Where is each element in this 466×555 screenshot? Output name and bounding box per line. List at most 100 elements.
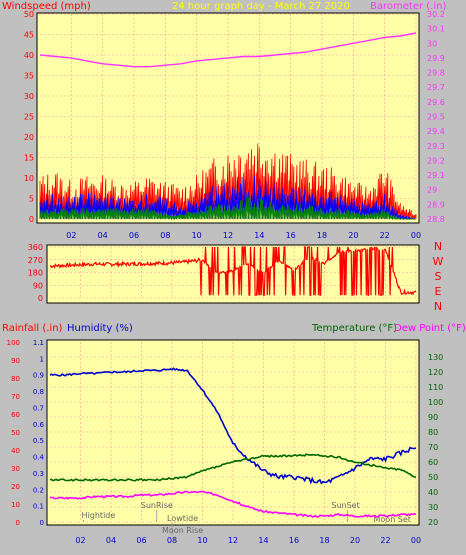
rain-tick-label: 60 [11,411,20,419]
time-tick-label: 10 [192,231,202,240]
barometer-tick-label: 29.1 [427,171,445,180]
event-label: SunRise [141,501,173,510]
time-tick-label: 20 [348,231,358,240]
time-tick-label: 22 [380,536,390,545]
humidity-tick-label: 0.9 [33,372,44,380]
wind-tick-label: 40 [24,51,34,60]
wind-tick-label: 5 [29,195,34,204]
humidity-tick-label: 1.1 [33,339,44,347]
time-tick-label: 06 [129,231,139,240]
barometer-axis-label: Barometer (.in) [370,1,446,12]
time-tick-label: 00 [411,231,421,240]
compass-label: N [434,240,442,253]
humidity-axis-label: Humidity (%) [67,323,133,334]
compass-label: S [435,270,442,283]
humidity-tick-label: 1 [40,355,44,363]
wind-tick-label: 45 [24,31,34,40]
temperature-tick-label: 90 [428,413,438,422]
dewpoint-axis-label: Dew Point (°F) [394,323,466,334]
event-label: Hightide [82,511,116,520]
rain-tick-label: 40 [11,447,20,455]
wind-tick-label: 0 [29,215,34,224]
rain-tick-label: 50 [11,429,20,437]
humidity-tick-label: 0.7 [33,404,44,412]
temperature-tick-label: 70 [428,443,438,452]
wind-tick-label: 30 [24,92,34,101]
barometer-tick-label: 29.2 [427,156,445,165]
barometer-tick-label: 30 [427,39,437,48]
wind-tick-label: 10 [24,174,34,183]
time-tick-label: 00 [411,536,421,545]
barometer-tick-label: 28.9 [427,200,445,209]
time-tick-label: 14 [258,536,268,545]
humidity-tick-label: 0.2 [33,486,44,494]
direction-tick-label: 90 [33,281,43,290]
temperature-tick-label: 30 [428,503,438,512]
direction-tick-label: 0 [38,294,43,303]
time-tick-label: 20 [350,536,360,545]
temperature-tick-label: 80 [428,428,438,437]
compass-label: W [433,255,444,268]
rain-tick-label: 20 [11,483,20,491]
time-tick-label: 04 [98,231,108,240]
chart-marks: 0510152025303540455028.828.92929.129.229… [7,10,445,545]
series-humidity [49,367,417,485]
barometer-tick-label: 29.7 [427,83,445,92]
wind-tick-label: 15 [24,154,34,163]
time-tick-label: 16 [289,536,299,545]
event-label: Moon Set [374,515,411,524]
chart-title: 24 hour graph day - March 27 2020 [172,1,350,12]
series-wind-low [39,197,416,221]
rain-tick-label: 80 [11,375,20,383]
temperature-tick-label: 100 [428,398,443,407]
temperature-axis-label: Temperature (°F) [311,323,397,334]
time-tick-label: 08 [160,231,170,240]
barometer-tick-label: 29.3 [427,142,445,151]
wind-axis-label: Windspeed (mph) [2,1,91,12]
rain-tick-label: 0 [16,519,20,527]
temperature-tick-label: 110 [428,383,443,392]
humidity-tick-label: 0.1 [33,503,44,511]
barometer-tick-label: 30.1 [427,25,445,34]
compass-label: E [435,285,442,298]
humidity-tick-label: 0 [40,519,44,527]
compass-label: N [434,300,442,313]
time-tick-label: 12 [228,536,238,545]
rain-axis-label: Rainfall (.in) [2,323,63,334]
barometer-tick-label: 29.5 [427,113,445,122]
barometer-tick-label: 29.6 [427,98,445,107]
time-tick-label: 08 [167,536,177,545]
time-tick-label: 10 [197,536,207,545]
rain-tick-label: 30 [11,465,20,473]
temperature-tick-label: 50 [428,473,438,482]
wind-tick-label: 35 [24,72,34,81]
time-tick-label: 18 [319,536,329,545]
direction-tick-label: 270 [28,256,43,265]
humidity-tick-label: 0.4 [33,454,45,462]
time-tick-label: 12 [223,231,233,240]
wind-tick-label: 25 [24,113,34,122]
temperature-tick-label: 40 [428,488,438,497]
barometer-tick-label: 29 [427,186,437,195]
event-label: Moon Rise [162,526,203,535]
wind-tick-label: 20 [24,133,34,142]
time-tick-label: 02 [75,536,85,545]
direction-tick-label: 360 [28,243,43,252]
time-tick-label: 22 [380,231,390,240]
rain-tick-label: 90 [11,357,20,365]
series-barometer [39,32,417,68]
rain-tick-label: 100 [7,339,20,347]
barometer-tick-label: 28.8 [427,215,445,224]
time-tick-label: 06 [136,536,146,545]
temperature-tick-label: 120 [428,368,443,377]
barometer-tick-label: 29.8 [427,69,445,78]
barometer-tick-label: 29.4 [427,127,445,136]
humidity-tick-label: 0.3 [33,470,44,478]
humidity-tick-label: 0.8 [33,388,44,396]
temperature-tick-label: 60 [428,458,438,467]
time-tick-label: 04 [106,536,116,545]
temperature-tick-label: 130 [428,353,443,362]
